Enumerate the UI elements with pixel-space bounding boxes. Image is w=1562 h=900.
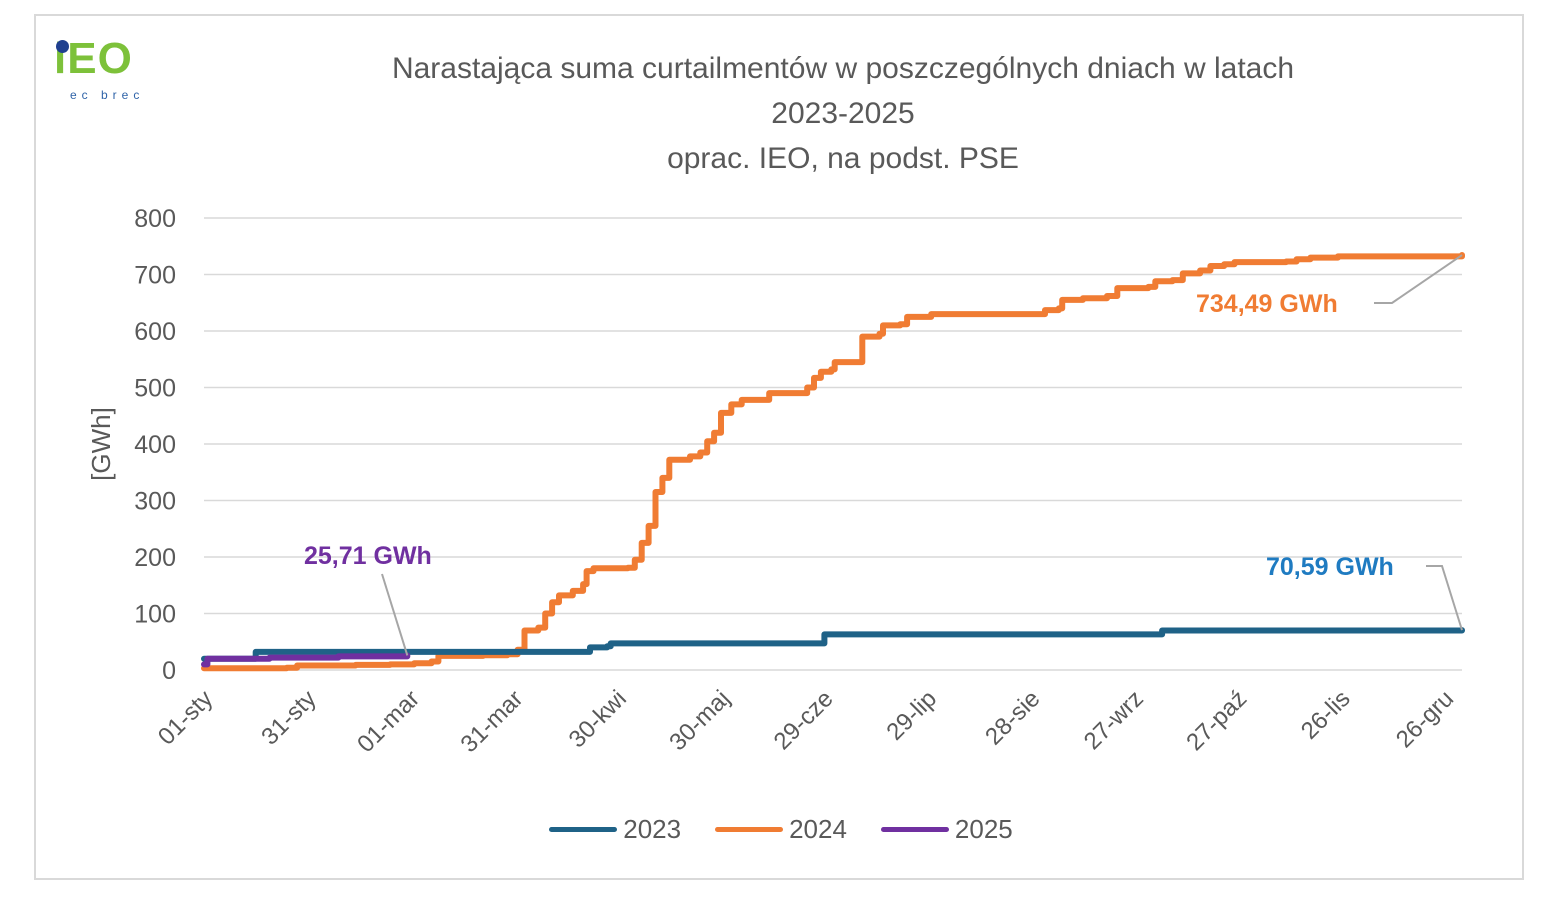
x-tick-label-28-sie: 28-sie bbox=[980, 685, 1045, 750]
series-line-2024 bbox=[201, 252, 1465, 672]
y-tick-label-300: 300 bbox=[134, 488, 176, 516]
y-tick-label-600: 600 bbox=[134, 318, 176, 346]
legend-label-2025: 2025 bbox=[954, 814, 1013, 844]
y-tick-label-200: 200 bbox=[134, 544, 176, 572]
series-line-2025 bbox=[201, 652, 411, 668]
x-tick-label-31-mar: 31-mar bbox=[456, 685, 529, 758]
x-tick-label-29-lip: 29-lip bbox=[881, 685, 942, 746]
chart-frame bbox=[34, 14, 1524, 880]
chart-legend: 2023 2024 2025 bbox=[0, 814, 1562, 845]
legend-label-2024: 2024 bbox=[789, 814, 847, 844]
y-tick-label-700: 700 bbox=[134, 262, 176, 290]
annotation-2025-total: 25,71 GWh bbox=[304, 542, 432, 570]
legend-label-2023: 2023 bbox=[623, 814, 682, 844]
y-tick-label-0: 0 bbox=[162, 657, 176, 685]
x-tick-label-29-cze: 29-cze bbox=[769, 685, 839, 755]
y-tick-label-800: 800 bbox=[134, 205, 176, 233]
x-tick-label-27-paź: 27-paź bbox=[1181, 685, 1252, 756]
legend-item-2023: 2023 bbox=[549, 814, 681, 845]
chart-title: Narastająca suma curtailmentów w poszcze… bbox=[250, 46, 1436, 181]
legend-swatch-2024 bbox=[715, 827, 784, 832]
x-tick-label-27-wrz: 27-wrz bbox=[1079, 685, 1149, 755]
y-tick-label-400: 400 bbox=[134, 431, 176, 459]
ieo-logo: iEO ec brec bbox=[52, 34, 192, 114]
x-tick-label-01-mar: 01-mar bbox=[352, 685, 425, 758]
legend-swatch-2023 bbox=[549, 827, 618, 832]
chart-title-line-1: Narastająca suma curtailmentów w poszcze… bbox=[391, 52, 1295, 85]
annotation-2023-total: 70,59 GWh bbox=[1266, 553, 1394, 581]
chart-title-line-3: oprac. IEO, na podst. PSE bbox=[667, 142, 1019, 175]
y-tick-label-100: 100 bbox=[134, 601, 176, 629]
series-line-2023 bbox=[201, 627, 1465, 662]
leader-line-2023 bbox=[1426, 565, 1463, 631]
x-tick-label-01-sty: 01-sty bbox=[153, 685, 218, 750]
x-tick-label-26-gru: 26-gru bbox=[1391, 685, 1459, 753]
y-tick-label-500: 500 bbox=[134, 375, 176, 403]
logo-dot bbox=[56, 40, 69, 53]
y-axis-label: [GWh] bbox=[86, 407, 116, 481]
x-tick-label-26-lis: 26-lis bbox=[1296, 685, 1356, 745]
leader-line-2024 bbox=[1374, 254, 1463, 304]
annotation-2024-total: 734,49 GWh bbox=[1196, 290, 1338, 318]
legend-swatch-2025 bbox=[880, 827, 949, 832]
logo-subtitle: ec brec bbox=[70, 88, 145, 102]
x-tick-label-30-maj: 30-maj bbox=[664, 685, 735, 756]
leader-line-2025 bbox=[381, 573, 409, 656]
x-tick-label-30-kwi: 30-kwi bbox=[564, 685, 632, 753]
chart-title-line-2: 2023-2025 bbox=[771, 97, 915, 130]
legend-item-2024: 2024 bbox=[715, 814, 847, 845]
legend-item-2025: 2025 bbox=[880, 814, 1013, 845]
x-tick-label-31-sty: 31-sty bbox=[256, 685, 321, 750]
